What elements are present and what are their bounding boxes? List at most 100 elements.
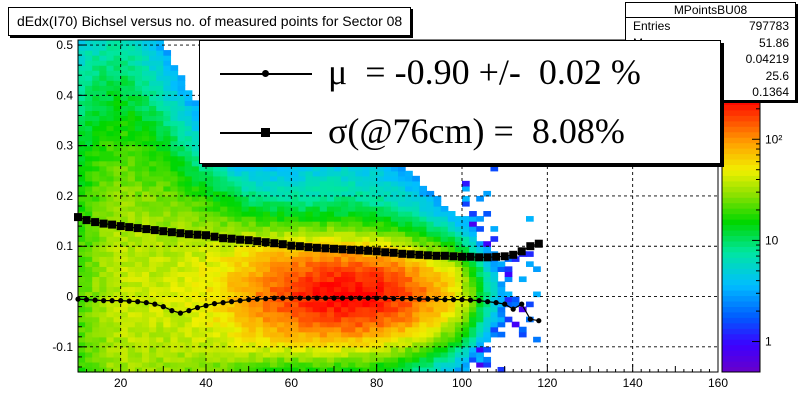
legend-label-sigma: σ(@76cm) = 8.08% <box>328 111 625 151</box>
heatmap-cell <box>85 291 93 298</box>
heatmap-cell <box>476 351 484 358</box>
heatmap-cell <box>142 145 150 152</box>
heatmap-cell <box>220 226 228 232</box>
heatmap-cell <box>291 221 300 227</box>
heatmap-cell <box>142 211 150 217</box>
heatmap-cell <box>348 356 356 363</box>
heatmap-cell <box>390 276 399 283</box>
heatmap-cell <box>142 266 150 272</box>
heatmap-cell <box>213 271 221 278</box>
heatmap-cell <box>376 211 385 217</box>
heatmap-cell <box>227 175 236 182</box>
heatmap-cell <box>383 366 392 373</box>
heatmap-cell <box>113 195 122 202</box>
heatmap-cell <box>156 175 164 182</box>
heatmap-cell <box>433 236 442 242</box>
heatmap-cell <box>156 341 164 348</box>
heatmap-cell <box>120 130 129 137</box>
heatmap-cell <box>284 170 292 177</box>
heatmap-cell <box>85 140 93 147</box>
heatmap-cell <box>511 296 520 303</box>
mu-point <box>254 296 260 302</box>
heatmap-cell <box>383 226 392 232</box>
heatmap-cell <box>284 311 292 318</box>
heatmap-cell <box>127 200 136 207</box>
heatmap-cell <box>298 236 307 242</box>
heatmap-cell <box>170 346 179 353</box>
heatmap-cell <box>234 195 243 202</box>
heatmap-cell <box>440 316 449 323</box>
heatmap-cell <box>106 316 115 323</box>
heatmap-cell <box>156 105 164 112</box>
heatmap-cell <box>120 336 129 343</box>
heatmap-cell <box>163 200 172 207</box>
heatmap-cell <box>191 366 200 373</box>
heatmap-cell <box>184 95 193 101</box>
heatmap-cell <box>184 90 193 96</box>
heatmap-cell <box>206 170 214 177</box>
heatmap-cell <box>220 311 228 318</box>
heatmap-cell <box>127 276 136 283</box>
heatmap-cell <box>362 276 371 283</box>
heatmap-cell <box>462 351 470 358</box>
heatmap-cell <box>227 256 236 262</box>
heatmap-cell <box>241 165 250 172</box>
heatmap-cell <box>511 301 520 308</box>
heatmap-cell <box>277 221 285 227</box>
heatmap-cell <box>369 180 378 187</box>
heatmap-cell <box>341 296 349 303</box>
heatmap-cell <box>383 306 392 313</box>
heatmap-cell <box>113 366 122 373</box>
heatmap-cell <box>326 326 335 333</box>
heatmap-cell <box>490 276 499 283</box>
heatmap-cell <box>341 326 349 333</box>
heatmap-cell <box>277 291 285 298</box>
heatmap-cell <box>319 311 328 318</box>
heatmap-cell <box>99 200 108 207</box>
heatmap-cell <box>198 311 207 318</box>
heatmap-cell <box>255 346 264 353</box>
heatmap-cell <box>127 50 136 56</box>
heatmap-cell <box>334 296 342 303</box>
heatmap-cell <box>419 206 428 212</box>
heatmap-cell <box>490 266 499 272</box>
heatmap-cell <box>405 241 413 247</box>
heatmap-cell <box>142 261 150 267</box>
heatmap-cell <box>319 326 328 333</box>
heatmap-cell <box>326 206 335 212</box>
heatmap-cell <box>248 326 257 333</box>
heatmap-cell <box>376 301 385 308</box>
heatmap-cell <box>113 190 122 197</box>
heatmap-cell <box>163 175 172 182</box>
stats-value: 25.6 <box>765 68 789 83</box>
heatmap-cell <box>99 266 108 272</box>
heatmap-cell <box>99 336 108 343</box>
heatmap-cell <box>319 206 328 212</box>
heatmap-cell <box>334 261 342 267</box>
heatmap-cell <box>277 336 285 343</box>
heatmap-cell <box>163 246 172 252</box>
heatmap-cell <box>355 211 364 217</box>
heatmap-cell <box>170 236 179 242</box>
palette-band <box>722 361 760 368</box>
heatmap-cell <box>142 45 150 51</box>
heatmap-cell <box>298 301 307 308</box>
heatmap-cell <box>262 170 271 177</box>
heatmap-cell <box>369 321 378 328</box>
heatmap-cell <box>298 175 307 182</box>
heatmap-cell <box>99 276 108 283</box>
heatmap-cell <box>127 55 136 61</box>
heatmap-cell <box>184 110 193 117</box>
heatmap-cell <box>255 361 264 368</box>
heatmap-cell <box>120 211 129 217</box>
heatmap-cell <box>99 311 108 318</box>
heatmap-cell <box>454 221 463 227</box>
heatmap-cell <box>120 110 129 117</box>
heatmap-cell <box>476 226 484 232</box>
heatmap-cell <box>92 356 100 363</box>
heatmap-cell <box>127 110 136 117</box>
heatmap-cell <box>99 231 108 237</box>
heatmap-cell <box>334 311 342 318</box>
palette-band <box>722 169 760 176</box>
